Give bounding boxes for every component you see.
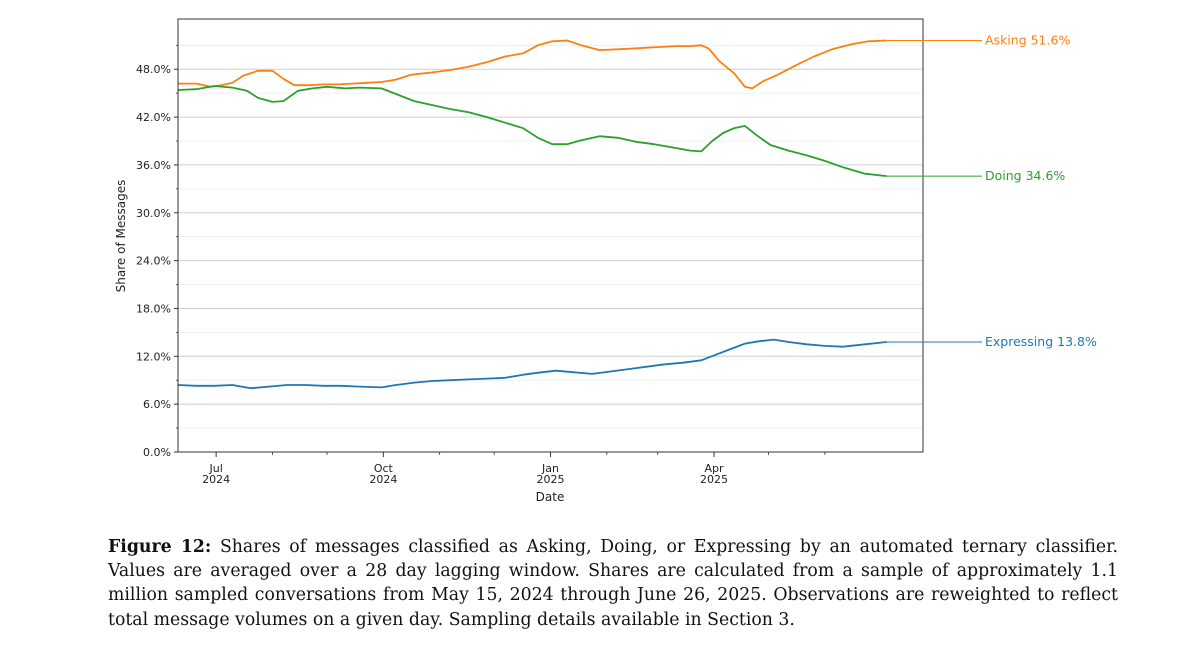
y-tick-label: 12.0% xyxy=(136,350,171,363)
caption-label: Figure 12: xyxy=(108,537,212,557)
y-tick-label: 6.0% xyxy=(143,398,171,411)
figure-caption: Figure 12: Shares of messages classified… xyxy=(108,535,1118,632)
caption-line: reflect total message volumes on a given… xyxy=(108,585,1119,630)
y-tick-label: 48.0% xyxy=(136,63,171,76)
series-line-asking xyxy=(178,39,887,90)
x-tick-sublabel: 2024 xyxy=(369,473,397,486)
caption-line: Values are averaged over a 28 day laggin… xyxy=(108,561,1083,582)
caption-line: 1.1 million sampled conversations from M… xyxy=(108,561,1118,606)
x-tick-sublabel: 2024 xyxy=(202,473,230,486)
series-line-doing xyxy=(177,85,887,177)
labels-layer: 0.0% 6.0% 12.0% 18.0% 24.0% 30.0% 36.0% 42.0% 48… xyxy=(136,33,1097,486)
y-tick-label: 24.0% xyxy=(136,255,171,268)
ticks-layer xyxy=(174,44,826,457)
y-tick-label: 0.0% xyxy=(143,446,171,459)
grid-layer xyxy=(178,44,923,453)
x-tick-sublabel: 2025 xyxy=(700,473,728,486)
y-tick-label: 30.0% xyxy=(136,207,171,220)
series-layer xyxy=(177,39,887,390)
y-axis-title: Share of Messages xyxy=(114,180,128,293)
x-tick-label: Jul xyxy=(209,462,223,475)
series-end-label-doing: Doing 34.6% xyxy=(985,168,1065,183)
series-end-label-expressing: Expressing 13.8% xyxy=(985,334,1097,349)
x-axis-title: Date xyxy=(536,490,565,504)
x-tick-sublabel: 2025 xyxy=(537,473,565,486)
series-line-expressing xyxy=(177,338,887,390)
y-tick-label: 42.0% xyxy=(136,111,171,124)
x-tick-label: Oct xyxy=(374,462,394,475)
y-tick-label: 18.0% xyxy=(136,302,171,315)
plot-frame xyxy=(177,18,924,453)
series-end-label-asking: Asking 51.6% xyxy=(985,33,1070,48)
x-tick-label: Apr xyxy=(705,462,725,475)
line-chart: 0.0% 6.0% 12.0% 18.0% 24.0% 30.0% 36.0% 42.0% 48… xyxy=(114,18,1097,504)
caption-line: Shares of messages classified as Asking,… xyxy=(219,537,1118,557)
x-tick-label: Jan xyxy=(541,462,559,475)
y-tick-label: 36.0% xyxy=(136,159,171,172)
